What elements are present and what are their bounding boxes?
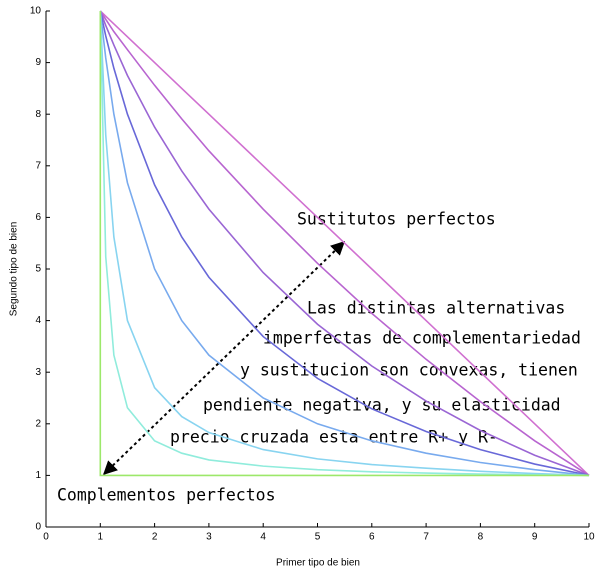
- arrow: [102, 241, 346, 475]
- x-tick-label: 6: [369, 532, 375, 543]
- x-tick-label: 0: [43, 532, 49, 543]
- y-tick-label: 1: [35, 470, 41, 481]
- curve: [99, 10, 590, 477]
- annotation: Complementos perfectos: [57, 486, 276, 505]
- y-tick-label: 4: [35, 315, 41, 326]
- y-tick-label: 10: [30, 6, 42, 17]
- y-tick-label: 8: [35, 109, 41, 120]
- y-tick-label: 0: [35, 522, 41, 533]
- annotation: Sustitutos perfectos: [297, 210, 496, 229]
- curve: [99, 10, 590, 477]
- y-tick-label: 3: [35, 367, 41, 378]
- annotation-line: Las distintas alternativas: [307, 299, 565, 318]
- x-tick-label: 9: [532, 532, 538, 543]
- curve: [99, 10, 590, 477]
- annotation-line: imperfectas de complementariedad: [263, 329, 581, 348]
- x-tick-label: 2: [152, 532, 158, 543]
- y-tick-label: 9: [35, 57, 41, 68]
- y-tick-label: 7: [35, 160, 41, 171]
- x-tick-label: 8: [478, 532, 484, 543]
- y-tick-label: 5: [35, 264, 41, 275]
- annotation-line: y sustitucion son convexas, tienen: [240, 361, 578, 380]
- y-tick-label: 2: [35, 418, 41, 429]
- y-axis-label: Segundo tipo de bien: [9, 222, 20, 317]
- x-tick-label: 1: [98, 532, 104, 543]
- x-axis-label: Primer tipo de bien: [276, 558, 360, 569]
- curve: [99, 10, 590, 476]
- curve: [99, 10, 590, 477]
- x-tick-label: 5: [315, 532, 321, 543]
- annotation-line: precio cruzada esta entre R+ y R-: [170, 428, 498, 447]
- x-tick-label: 4: [260, 532, 266, 543]
- curve: [99, 10, 590, 477]
- x-tick-label: 3: [206, 532, 212, 543]
- x-tick-label: 10: [583, 532, 595, 543]
- y-tick-label: 6: [35, 212, 41, 223]
- curve: [99, 10, 590, 477]
- curve: [99, 11, 589, 477]
- annotation-line: pendiente negativa, y su elasticidad: [203, 396, 561, 415]
- x-tick-label: 7: [423, 532, 429, 543]
